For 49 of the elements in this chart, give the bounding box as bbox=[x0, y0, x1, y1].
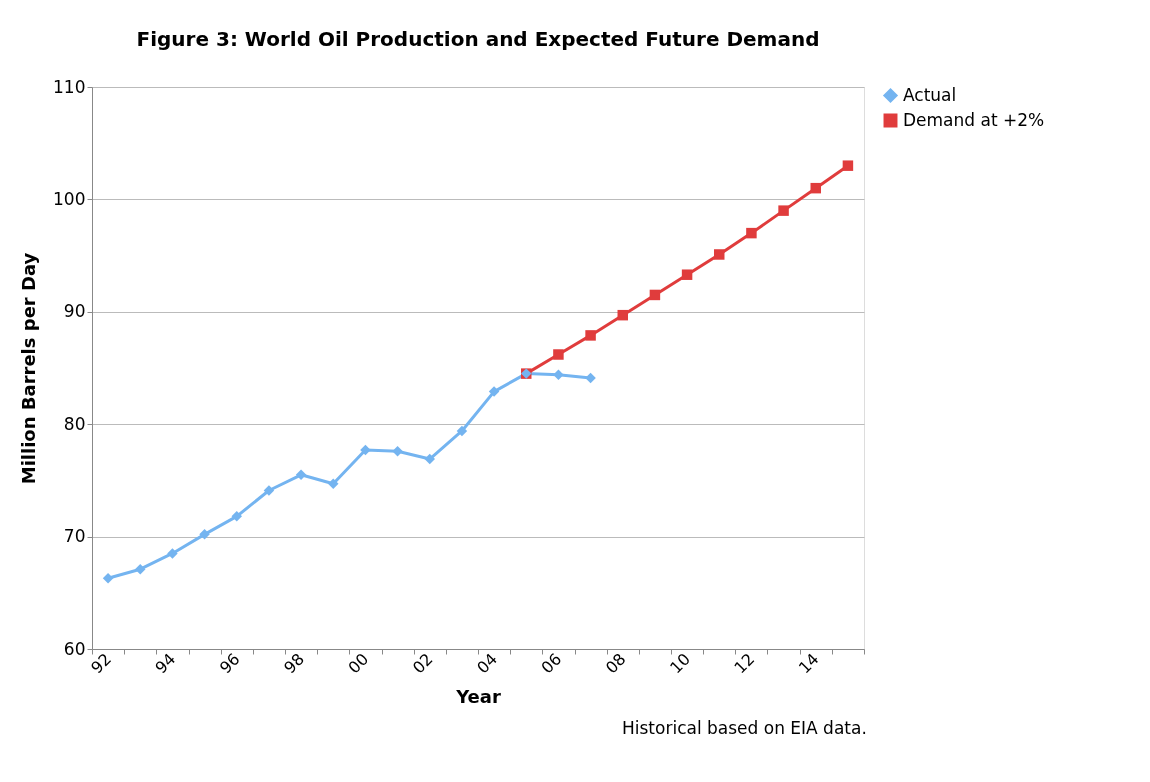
point bbox=[392, 445, 403, 457]
point bbox=[714, 249, 725, 260]
point bbox=[360, 444, 371, 456]
legend-label: Actual bbox=[903, 84, 957, 105]
point bbox=[231, 511, 242, 522]
point bbox=[456, 425, 468, 437]
point bbox=[842, 160, 854, 171]
point bbox=[263, 485, 275, 496]
y-tick-label: 70 bbox=[63, 526, 86, 547]
text: Historical based on EIA data. bbox=[622, 718, 867, 738]
y-tick-label: 80 bbox=[63, 413, 86, 434]
y-tick-label: 90 bbox=[63, 301, 86, 322]
y-tick-label: 100 bbox=[53, 188, 86, 209]
x-tick-label: 10 bbox=[666, 649, 694, 678]
y-tick-label: 60 bbox=[63, 638, 86, 659]
point bbox=[553, 349, 564, 360]
legend-label: Demand at +2% bbox=[903, 109, 1045, 130]
point bbox=[746, 227, 757, 239]
point bbox=[585, 372, 596, 384]
point bbox=[135, 563, 146, 575]
y-tick-label: 110 bbox=[53, 76, 86, 97]
point bbox=[488, 386, 500, 397]
x-tick-label: 12 bbox=[730, 649, 759, 678]
point bbox=[778, 205, 789, 216]
y-axis-title: Million Barrels per Day bbox=[18, 252, 40, 485]
x-tick-label: 02 bbox=[408, 649, 437, 678]
point bbox=[328, 478, 339, 490]
point bbox=[424, 453, 435, 465]
point bbox=[199, 529, 210, 540]
point bbox=[617, 309, 628, 321]
x-tick-label: 06 bbox=[537, 649, 566, 678]
point bbox=[553, 369, 564, 380]
point bbox=[167, 548, 178, 559]
x-tick-label: 96 bbox=[215, 649, 244, 678]
x-tick-label: 14 bbox=[794, 649, 823, 678]
point bbox=[649, 289, 661, 301]
x-tick-label: 98 bbox=[280, 649, 308, 678]
point bbox=[681, 269, 693, 280]
chart-title: Figure 3: World Oil Production and Expected Future Demand bbox=[136, 27, 820, 51]
point bbox=[295, 469, 307, 481]
x-tick-label: 92 bbox=[87, 649, 115, 678]
x-axis-title: Year bbox=[455, 685, 501, 707]
x-tick-label: 08 bbox=[601, 649, 630, 678]
x-tick-label: 04 bbox=[473, 649, 501, 678]
point bbox=[810, 182, 821, 194]
point bbox=[585, 330, 596, 341]
point bbox=[102, 572, 114, 584]
x-tick-label: 94 bbox=[151, 649, 180, 678]
x-tick-label: 00 bbox=[344, 649, 373, 678]
